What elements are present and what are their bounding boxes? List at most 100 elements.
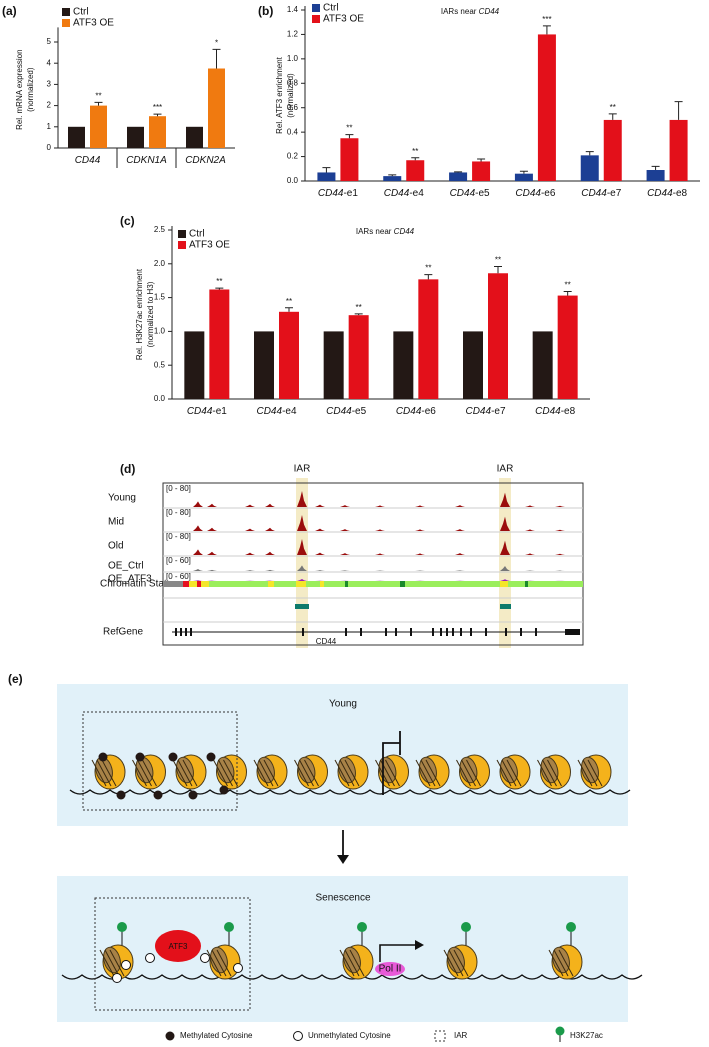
nucleosome	[334, 754, 369, 790]
repression-symbol	[382, 731, 401, 795]
bar	[340, 138, 359, 181]
dna-wrap	[263, 759, 279, 787]
y-tick-label: 3	[47, 80, 52, 89]
error-bar	[494, 266, 502, 274]
iar-marker	[295, 604, 309, 609]
h3k27ac	[461, 922, 471, 932]
bar	[127, 126, 144, 148]
panel-label: (e)	[8, 672, 23, 686]
error-bar	[542, 25, 551, 35]
track-range: [0 - 80]	[166, 532, 191, 541]
signal-track	[163, 491, 583, 507]
exon	[565, 629, 580, 635]
panel-label: (d)	[120, 462, 135, 476]
dna-wrap	[132, 759, 147, 787]
dna-wrap	[294, 759, 309, 787]
dna-wrap	[213, 759, 228, 787]
y-tick-label: 1.5	[154, 293, 166, 302]
dna-wrap	[101, 759, 117, 787]
exon	[446, 628, 448, 636]
significance-label: **	[610, 103, 616, 112]
gene-name: CD44	[316, 637, 337, 646]
chromatin-segment	[525, 581, 528, 587]
nucleosome	[213, 754, 247, 790]
y-tick-label: 1	[47, 122, 52, 131]
legend-swatch	[312, 15, 320, 23]
unmethylated-cytosine	[121, 960, 131, 970]
chromatin-segment	[500, 581, 508, 587]
bar	[406, 160, 425, 181]
bar	[449, 172, 468, 181]
dna-wrap	[172, 759, 188, 787]
significance-label: ***	[542, 15, 551, 24]
histone-face	[257, 756, 275, 784]
unmethylated-cytosine	[112, 973, 122, 983]
exon	[395, 628, 397, 636]
y-axis-label: Rel. H3K27ac enrichment	[135, 268, 144, 360]
dna-wrap	[547, 759, 562, 787]
track-name: Old	[108, 541, 124, 552]
h3k27ac	[357, 922, 367, 932]
error-bar	[674, 101, 683, 120]
bar-chart: 0 1 2 3 4 5 Rel. mRNA expression (normalized) CD…	[15, 7, 235, 168]
dna-wrap	[420, 759, 436, 787]
h3k27ac	[224, 922, 234, 932]
dna-wrap	[425, 759, 441, 787]
h3k27ac	[117, 922, 127, 932]
y-axis-label: Rel. ATF3 enrichment	[275, 56, 284, 134]
bar-chart: 0.0 0.2 0.4 0.6 0.8 1.0 1.2 1.4 Rel. ATF3 enrich…	[275, 3, 700, 199]
y-tick-label: 0.0	[154, 394, 166, 403]
pol2-protein	[375, 962, 405, 976]
error-bar	[354, 313, 363, 316]
dna-wrap	[344, 759, 360, 787]
legend-label: Ctrl	[73, 7, 89, 18]
x-tick-label: CDKN2A	[185, 155, 226, 166]
error-bar	[153, 113, 162, 117]
methylated-cytosine	[116, 790, 126, 800]
dna-wrap	[548, 949, 564, 977]
nucleosome	[253, 754, 288, 790]
signal-track	[163, 565, 583, 571]
dna-wrap	[216, 949, 232, 977]
dna-wrap	[334, 759, 350, 787]
x-tick-label: CD44-e7	[581, 188, 621, 199]
bar	[254, 331, 274, 399]
histone-face	[297, 756, 316, 784]
exon	[185, 628, 187, 636]
histone-face	[338, 756, 356, 784]
nucleosome	[577, 754, 612, 790]
error-bar	[585, 151, 594, 156]
dna-wrap	[587, 759, 603, 787]
y-tick-label: 0.8	[287, 78, 299, 87]
bar	[488, 273, 508, 399]
y-tick-label: 2.0	[154, 259, 166, 268]
y-axis-label: (normalized)	[286, 73, 295, 118]
exon	[385, 628, 387, 636]
dna-wrap	[453, 949, 469, 977]
histone-face	[176, 756, 194, 784]
dna-wrap	[506, 759, 522, 787]
methylated-cytosine	[98, 752, 108, 762]
significance-label: **	[216, 277, 222, 286]
chromatin-state-label: Chromatin State	[100, 579, 173, 590]
bar	[90, 105, 107, 148]
exon	[485, 628, 487, 636]
track-range: [0 - 60]	[166, 572, 191, 581]
x-tick-label: CD44-e8	[647, 188, 687, 199]
y-tick-label: 4	[47, 58, 52, 67]
senescence-panel	[57, 876, 628, 1022]
bar	[472, 161, 491, 181]
exon	[432, 628, 434, 636]
dna-wrap	[211, 949, 227, 977]
signal-track	[163, 515, 583, 531]
dna	[61, 974, 643, 980]
legend-label: ATF3 OE	[189, 240, 230, 251]
nucleosome	[99, 944, 134, 980]
error-bar	[322, 167, 331, 173]
x-tick-label: CD44-e8	[535, 406, 575, 417]
nucleosome	[91, 754, 126, 790]
bar	[348, 315, 369, 399]
legend-symbol	[555, 1026, 565, 1036]
error-bar	[608, 113, 617, 120]
dna-wrap	[142, 759, 157, 787]
